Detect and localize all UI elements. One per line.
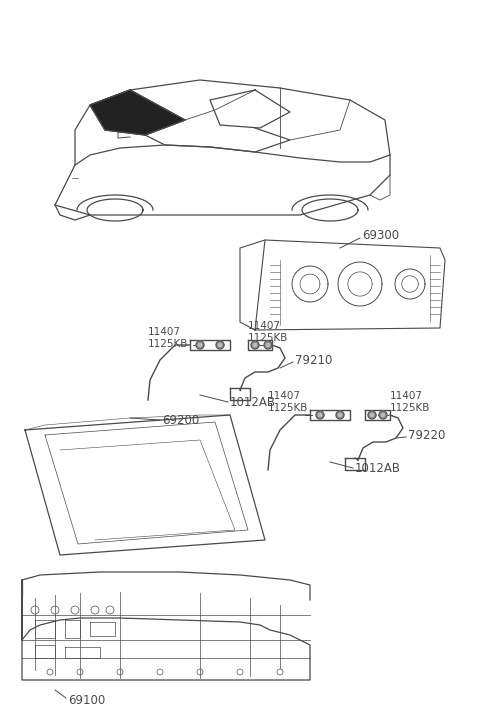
Polygon shape xyxy=(90,90,185,135)
Polygon shape xyxy=(216,341,224,349)
Text: 11407
1125KB: 11407 1125KB xyxy=(148,327,188,348)
Text: 11407
1125KB: 11407 1125KB xyxy=(268,391,308,413)
Polygon shape xyxy=(266,343,270,346)
Polygon shape xyxy=(371,413,373,417)
Polygon shape xyxy=(196,341,204,349)
Text: 79210: 79210 xyxy=(295,354,332,366)
Text: 1012AB: 1012AB xyxy=(230,395,276,408)
Polygon shape xyxy=(251,341,259,349)
Text: 11407
1125KB: 11407 1125KB xyxy=(390,391,431,413)
Text: 79220: 79220 xyxy=(408,428,445,441)
Text: 1012AB: 1012AB xyxy=(355,462,401,474)
Text: 69200: 69200 xyxy=(162,413,199,426)
Text: 69100: 69100 xyxy=(68,693,105,706)
Polygon shape xyxy=(368,411,376,419)
Polygon shape xyxy=(379,411,387,419)
Polygon shape xyxy=(218,343,222,346)
Text: 69300: 69300 xyxy=(362,228,399,241)
Polygon shape xyxy=(264,341,272,349)
Polygon shape xyxy=(316,411,324,419)
Polygon shape xyxy=(198,343,202,346)
Polygon shape xyxy=(336,411,344,419)
Polygon shape xyxy=(338,413,342,417)
Polygon shape xyxy=(382,413,384,417)
Polygon shape xyxy=(318,413,322,417)
Polygon shape xyxy=(253,343,257,346)
Text: 11407
1125KB: 11407 1125KB xyxy=(248,321,288,343)
